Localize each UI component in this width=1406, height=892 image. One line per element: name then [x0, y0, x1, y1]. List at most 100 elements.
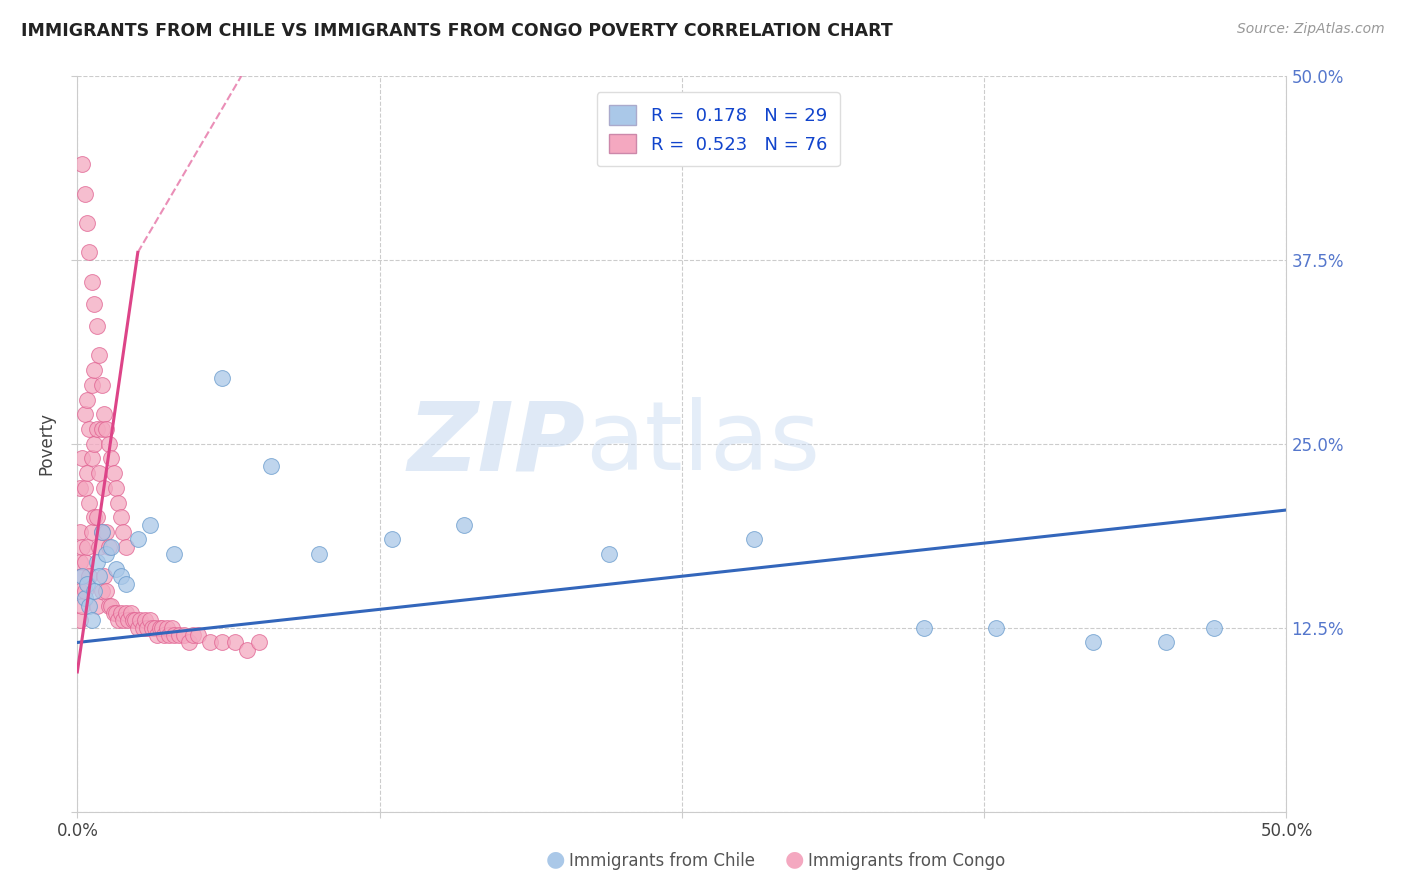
Point: [86, 599, 108, 613]
Point: [114, 606, 136, 620]
Point: [73, 554, 96, 569]
Point: [163, 547, 186, 561]
Point: [134, 614, 156, 628]
Point: [1202, 621, 1225, 635]
Point: [107, 614, 129, 628]
Text: Immigrants from Chile: Immigrants from Chile: [569, 852, 755, 870]
Point: [129, 614, 152, 628]
Point: [103, 606, 125, 620]
Point: [70, 540, 93, 554]
Point: [69, 481, 91, 495]
Text: ●: ●: [546, 850, 565, 870]
Point: [87, 540, 110, 554]
Point: [96, 422, 118, 436]
Point: [79, 245, 101, 260]
Point: [69, 614, 91, 628]
Point: [105, 562, 128, 576]
Point: [110, 569, 132, 583]
Point: [150, 621, 173, 635]
Point: [73, 407, 96, 421]
Point: [183, 628, 205, 642]
Point: [93, 407, 115, 421]
Point: [912, 621, 935, 635]
Point: [97, 599, 120, 613]
Point: [70, 599, 93, 613]
Point: [96, 547, 118, 561]
Point: [200, 635, 222, 649]
Point: [90, 524, 112, 539]
Y-axis label: Poverty: Poverty: [38, 412, 56, 475]
Point: [97, 540, 120, 554]
Point: [112, 614, 135, 628]
Point: [76, 466, 98, 480]
Point: [114, 576, 136, 591]
Point: [598, 547, 620, 561]
Point: [73, 481, 96, 495]
Point: [163, 628, 186, 642]
Point: [167, 628, 190, 642]
Point: [73, 591, 96, 606]
Point: [69, 554, 91, 569]
Point: [744, 533, 766, 547]
Point: [76, 576, 98, 591]
Point: [83, 363, 105, 377]
Point: [157, 628, 180, 642]
Point: [93, 569, 115, 583]
Point: [80, 524, 103, 539]
Point: [308, 547, 330, 561]
Point: [117, 614, 139, 628]
Point: [83, 510, 105, 524]
Point: [146, 628, 169, 642]
Point: [153, 628, 176, 642]
Point: [96, 524, 118, 539]
Text: ●: ●: [785, 850, 804, 870]
Point: [139, 517, 162, 532]
Point: [79, 496, 101, 510]
Point: [139, 614, 162, 628]
Point: [79, 569, 101, 583]
Point: [160, 621, 183, 635]
Point: [100, 540, 122, 554]
Point: [103, 466, 125, 480]
Point: [93, 481, 115, 495]
Point: [986, 621, 1008, 635]
Point: [76, 216, 98, 230]
Point: [80, 275, 103, 289]
Point: [69, 584, 91, 599]
Point: [80, 378, 103, 392]
Point: [70, 451, 93, 466]
Point: [453, 517, 475, 532]
Point: [127, 533, 149, 547]
Point: [73, 584, 96, 599]
Point: [70, 569, 93, 583]
Point: [122, 614, 145, 628]
Point: [86, 554, 108, 569]
Point: [105, 481, 128, 495]
Point: [86, 510, 108, 524]
Point: [120, 606, 142, 620]
Point: [79, 599, 101, 613]
Point: [114, 540, 136, 554]
Text: atlas: atlas: [585, 397, 820, 491]
Point: [1154, 635, 1177, 649]
Point: [83, 297, 105, 311]
Point: [105, 606, 128, 620]
Point: [90, 584, 112, 599]
Point: [187, 628, 209, 642]
Point: [76, 540, 98, 554]
Point: [131, 621, 153, 635]
Point: [69, 524, 91, 539]
Point: [247, 635, 270, 649]
Point: [80, 451, 103, 466]
Point: [112, 524, 135, 539]
Point: [110, 510, 132, 524]
Point: [1081, 635, 1104, 649]
Point: [97, 436, 120, 450]
Point: [235, 642, 257, 657]
Point: [148, 621, 170, 635]
Point: [156, 621, 179, 635]
Point: [124, 614, 146, 628]
Point: [87, 569, 110, 583]
Point: [143, 621, 166, 635]
Point: [381, 533, 404, 547]
